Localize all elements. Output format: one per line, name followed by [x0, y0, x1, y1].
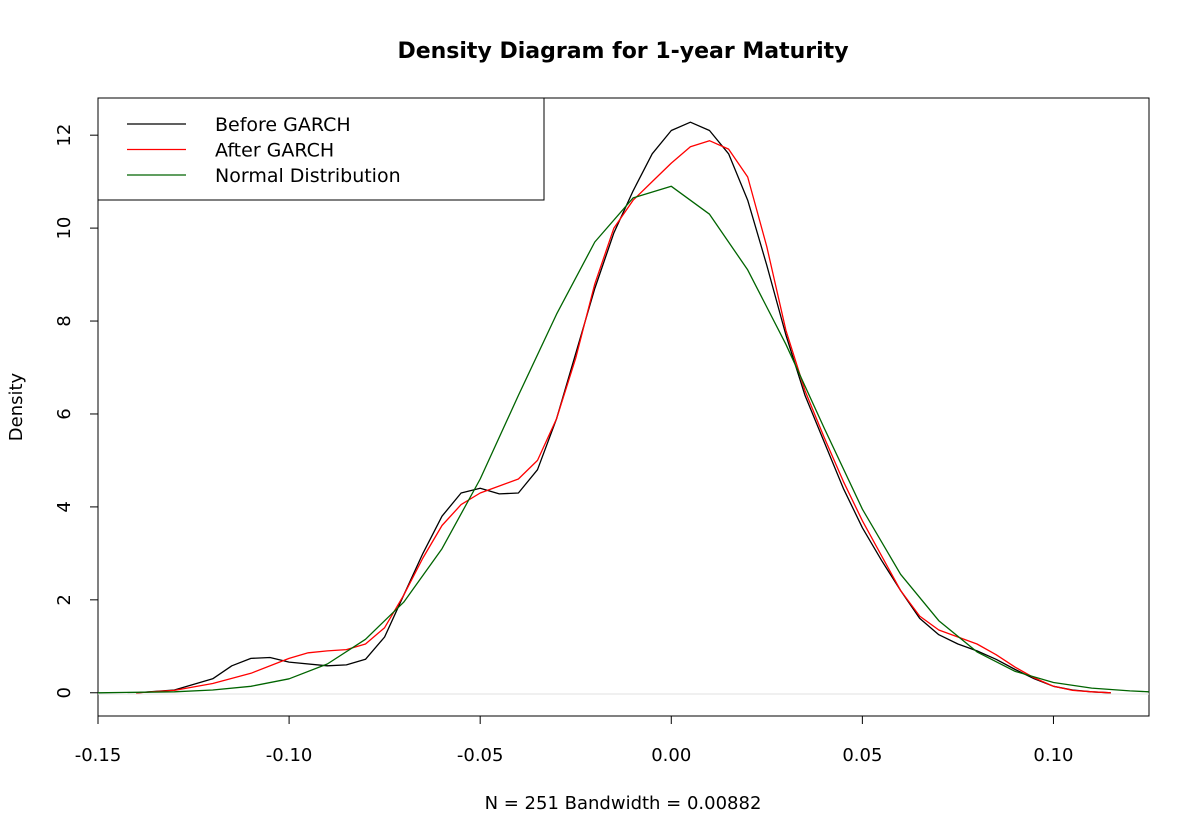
y-tick-label: 10	[54, 217, 75, 240]
y-tick-label: 4	[54, 501, 75, 512]
series-line-3	[97, 185, 1150, 694]
y-tick-label: 8	[54, 315, 75, 326]
series-line-2	[136, 140, 1111, 694]
series-layer	[97, 121, 1150, 694]
x-tick-label: 0.00	[651, 745, 691, 766]
x-tick-label: 0.05	[842, 745, 882, 766]
y-tick-label: 0	[54, 687, 75, 698]
x-tick-label: 0.10	[1033, 745, 1073, 766]
y-axis-label: Density	[6, 372, 27, 441]
legend-label: Before GARCH	[215, 114, 351, 136]
y-tick-label: 6	[54, 408, 75, 419]
x-tick-label: -0.15	[75, 745, 122, 766]
legend: Before GARCH After GARCH Normal Distributi…	[97, 97, 545, 201]
y-axis: 0 2 4 6 8 10 12	[54, 124, 99, 698]
chart-title: Density Diagram for 1-year Maturity	[397, 39, 848, 64]
legend-label: After GARCH	[215, 140, 334, 162]
series-line-1	[136, 121, 1111, 694]
x-tick-label: -0.05	[457, 745, 504, 766]
y-tick-label: 2	[54, 594, 75, 605]
x-tick-label: -0.10	[266, 745, 313, 766]
y-tick-label: 12	[54, 124, 75, 147]
x-axis-label: N = 251 Bandwidth = 0.00882	[485, 793, 762, 814]
legend-label: Normal Distribution	[215, 165, 401, 187]
x-axis: -0.15 -0.10 -0.05 0.00 0.05 0.10	[75, 715, 1073, 766]
